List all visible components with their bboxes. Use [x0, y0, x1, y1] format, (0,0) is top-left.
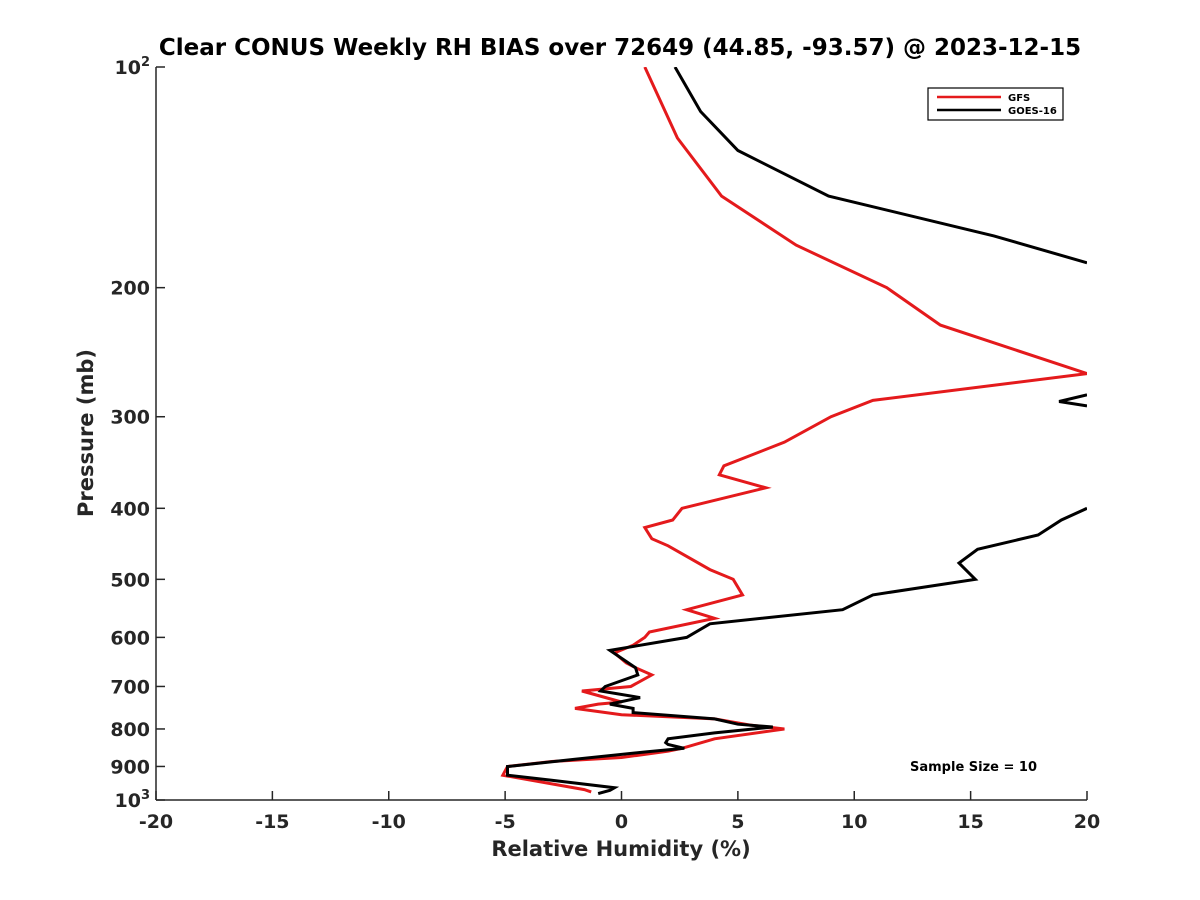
- y-axis-label: Pressure (mb): [74, 349, 98, 517]
- x-tick-label: 20: [1074, 811, 1100, 833]
- y-tick-group: 102 200 300 400 500 600 700 800 900 103: [110, 55, 165, 812]
- y-tick-label: 700: [110, 676, 150, 698]
- x-tick-label: -20: [139, 811, 173, 833]
- series-line-goes16-seg2: [673, 67, 1087, 265]
- x-tick-label: 5: [731, 811, 744, 833]
- x-tick-label: -5: [495, 811, 516, 833]
- y-tick-label: 900: [110, 756, 150, 778]
- plot-area: [156, 67, 1087, 800]
- chart-title: Clear CONUS Weekly RH BIAS over 72649 (4…: [159, 35, 1081, 61]
- y-tick-label: 800: [110, 719, 150, 741]
- x-tick-label: -10: [372, 811, 406, 833]
- y-tick-label: 103: [115, 788, 151, 812]
- x-tick-label: 15: [957, 811, 983, 833]
- series-layer: [500, 67, 1087, 796]
- legend-label-gfs: GFS: [1008, 93, 1030, 104]
- y-tick-label: 500: [110, 569, 150, 591]
- x-tick-label: -15: [255, 811, 289, 833]
- legend-box: [927, 87, 1064, 121]
- y-tick-label: 300: [110, 407, 150, 429]
- x-tick-group: -20 -15 -10 -5 0 5 10 15 20: [139, 791, 1100, 833]
- y-tick-label: 200: [110, 278, 150, 300]
- series-line-gfs: [500, 67, 1087, 794]
- sample-size-annotation: Sample Size = 10: [910, 760, 1037, 775]
- series-line-goes16-seg1: [1058, 393, 1087, 408]
- x-tick-label: 0: [615, 811, 628, 833]
- x-axis-label: Relative Humidity (%): [491, 837, 750, 861]
- y-tick-label: 102: [115, 55, 151, 79]
- y-tick-label: 600: [110, 627, 150, 649]
- legend-label-goes16: GOES-16: [1008, 106, 1057, 117]
- y-tick-label: 400: [110, 498, 150, 520]
- legend: GFS GOES-16: [927, 87, 1064, 121]
- series-line-goes16-seg0: [506, 506, 1087, 796]
- x-tick-label: 10: [841, 811, 867, 833]
